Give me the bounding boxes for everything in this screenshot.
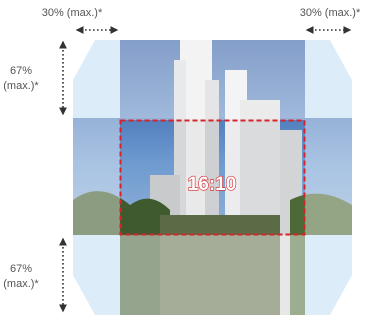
ratio-label: 16:10 [188,174,237,195]
height-label: 67% [10,65,32,77]
side-panel [73,235,120,315]
height-note: (max.)* [3,80,39,92]
diagram: 16:10 30% (max.)* 30% (max.)* 67% (max.)… [0,0,385,315]
side-panel [73,40,120,118]
side-panel [305,40,352,118]
body: {"width_labels": ["30% (max.)*", "30% (m… [0,0,385,315]
side-panel [305,235,352,315]
width-label: 30% (max.)* [300,7,361,19]
page: html, body { margin: 0; padding: 0; back… [0,0,385,315]
width-label: 30% (max.)* [42,7,103,19]
height-label: 67% [10,263,32,275]
height-note: (max.)* [3,278,39,290]
